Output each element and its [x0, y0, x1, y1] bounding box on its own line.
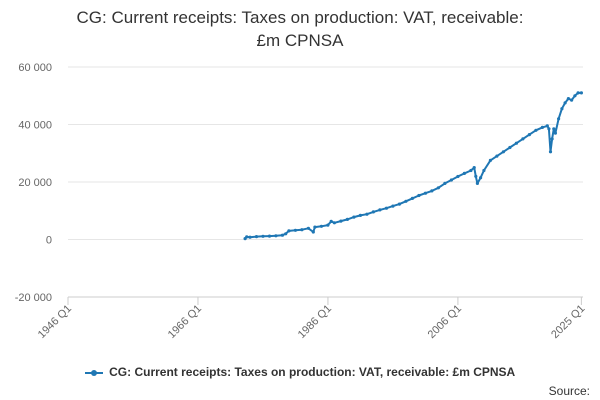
gridlines	[68, 66, 583, 298]
data-point	[462, 171, 466, 175]
data-point	[261, 234, 265, 238]
data-point	[495, 154, 499, 158]
data-point	[482, 168, 486, 173]
data-point	[326, 223, 330, 227]
data-point	[560, 107, 564, 111]
data-point	[248, 235, 252, 239]
data-point	[311, 230, 315, 234]
data-point	[267, 234, 272, 238]
x-tick-label: 2025 Q1	[549, 303, 587, 341]
x-tick-label: 1966 Q1	[166, 303, 204, 341]
data-point	[472, 166, 476, 170]
data-point	[469, 168, 473, 173]
data-point	[576, 91, 580, 95]
data-point	[514, 141, 519, 145]
data-point	[371, 210, 375, 214]
legend[interactable]: CG: Current receipts: Taxes on productio…	[0, 365, 600, 379]
data-point	[410, 196, 414, 200]
y-tick-label: 20 000	[18, 177, 52, 189]
data-point	[378, 208, 382, 212]
data-point	[358, 213, 362, 217]
data-point	[319, 224, 323, 228]
y-tick-label: -20 000	[15, 292, 52, 304]
data-point	[573, 94, 577, 98]
data-point	[332, 221, 336, 225]
x-tick-label: 2006 Q1	[426, 303, 464, 341]
data-point	[527, 133, 532, 137]
data-point	[443, 181, 447, 185]
data-point	[479, 176, 483, 180]
data-point	[417, 193, 421, 198]
axes: -20 000 0 20 000 40 000 60 000 1946 Q1 1966 Q1…	[15, 62, 588, 341]
data-point	[474, 174, 478, 178]
data-point	[547, 127, 551, 131]
series-line	[244, 91, 582, 240]
data-point	[313, 225, 317, 229]
legend-series-label: CG: Current receipts: Taxes on productio…	[109, 365, 516, 379]
data-point	[475, 181, 479, 185]
data-point	[488, 158, 492, 162]
chart-title: CG: Current receipts: Taxes on productio…	[0, 6, 600, 52]
data-point	[274, 234, 278, 238]
y-tick-label: 60 000	[18, 62, 52, 74]
chart-title-line-2: £m CPNSA	[256, 31, 344, 50]
data-point	[534, 128, 538, 132]
source-label: Source:	[548, 384, 590, 398]
data-point	[552, 127, 556, 131]
x-tick-label: 1946 Q1	[36, 303, 74, 341]
data-point	[550, 137, 554, 141]
data-point	[566, 97, 571, 101]
data-point	[254, 235, 259, 239]
data-point	[404, 199, 408, 203]
legend-series-marker	[84, 368, 103, 378]
data-point	[456, 174, 460, 179]
data-point	[521, 137, 525, 141]
data-point	[284, 232, 288, 236]
data-point	[384, 206, 388, 210]
data-point	[391, 204, 395, 208]
data-point	[553, 131, 558, 135]
data-point	[557, 117, 561, 121]
data-point	[287, 229, 291, 233]
data-point	[423, 191, 427, 195]
data-point	[508, 145, 512, 150]
data-point	[579, 91, 584, 95]
data-point	[365, 212, 369, 216]
data-point	[436, 186, 440, 190]
data-point	[397, 202, 401, 206]
data-point	[245, 235, 249, 239]
data-point	[280, 233, 284, 237]
data-point	[306, 226, 310, 230]
y-tick-label: 0	[46, 235, 52, 247]
data-point	[548, 150, 553, 154]
data-point	[339, 219, 343, 223]
data-point	[563, 101, 567, 105]
y-tick-label: 40 000	[18, 120, 52, 132]
x-tick-label: 1986 Q1	[296, 303, 334, 341]
data-point	[329, 219, 333, 223]
data-point	[352, 215, 356, 219]
data-point	[345, 217, 349, 221]
data-point	[293, 228, 297, 232]
data-point	[540, 125, 545, 129]
data-point	[430, 189, 434, 193]
data-point	[501, 150, 505, 154]
data-point	[300, 228, 304, 232]
data-point	[449, 178, 453, 182]
chart-title-line-1: CG: Current receipts: Taxes on productio…	[76, 8, 524, 27]
data-series	[243, 91, 584, 241]
data-point	[545, 124, 549, 128]
data-point	[570, 98, 574, 102]
